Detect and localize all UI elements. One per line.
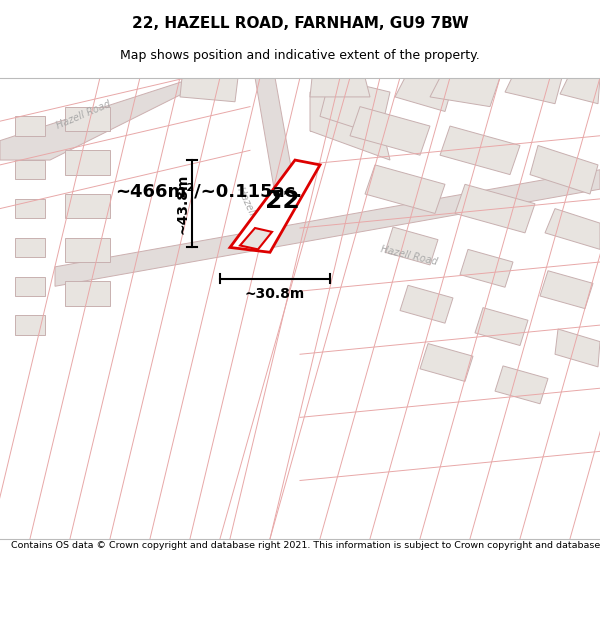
Polygon shape — [395, 78, 455, 111]
Polygon shape — [15, 238, 45, 257]
Text: 22: 22 — [265, 189, 299, 213]
Polygon shape — [255, 78, 295, 194]
Text: ~43.8m: ~43.8m — [175, 174, 189, 234]
Polygon shape — [320, 78, 390, 136]
Polygon shape — [455, 184, 535, 233]
Text: Map shows position and indicative extent of the property.: Map shows position and indicative extent… — [120, 49, 480, 62]
Polygon shape — [65, 194, 110, 218]
Text: ~30.8m: ~30.8m — [245, 287, 305, 301]
Polygon shape — [15, 160, 45, 179]
Polygon shape — [65, 151, 110, 174]
Polygon shape — [310, 92, 390, 160]
Polygon shape — [545, 209, 600, 249]
Polygon shape — [65, 281, 110, 306]
Polygon shape — [430, 78, 500, 107]
Polygon shape — [310, 92, 380, 131]
Polygon shape — [310, 78, 370, 97]
Text: Contains OS data © Crown copyright and database right 2021. This information is : Contains OS data © Crown copyright and d… — [11, 541, 600, 551]
Polygon shape — [460, 249, 513, 288]
Polygon shape — [230, 160, 320, 252]
Polygon shape — [0, 78, 215, 160]
Polygon shape — [350, 107, 430, 155]
Text: 22, HAZELL ROAD, FARNHAM, GU9 7BW: 22, HAZELL ROAD, FARNHAM, GU9 7BW — [131, 16, 469, 31]
Polygon shape — [15, 316, 45, 335]
Polygon shape — [540, 271, 593, 309]
Polygon shape — [495, 366, 548, 404]
Text: Hazell R...: Hazell R... — [235, 186, 265, 235]
Polygon shape — [240, 228, 272, 249]
Polygon shape — [15, 199, 45, 218]
Polygon shape — [505, 78, 562, 104]
Polygon shape — [530, 146, 598, 194]
Polygon shape — [15, 277, 45, 296]
Polygon shape — [15, 116, 45, 136]
Polygon shape — [400, 285, 453, 323]
Text: ~466m²/~0.115ac.: ~466m²/~0.115ac. — [115, 182, 302, 200]
Polygon shape — [65, 238, 110, 262]
Polygon shape — [180, 78, 238, 102]
Text: Hazell Road: Hazell Road — [55, 99, 112, 131]
Polygon shape — [55, 170, 600, 286]
Polygon shape — [475, 308, 528, 346]
Polygon shape — [420, 344, 473, 381]
Polygon shape — [385, 227, 438, 265]
Polygon shape — [555, 329, 600, 367]
Polygon shape — [365, 165, 445, 214]
Polygon shape — [560, 78, 600, 104]
Text: Hazell Road: Hazell Road — [380, 244, 439, 267]
Polygon shape — [440, 126, 520, 174]
Polygon shape — [65, 107, 110, 131]
